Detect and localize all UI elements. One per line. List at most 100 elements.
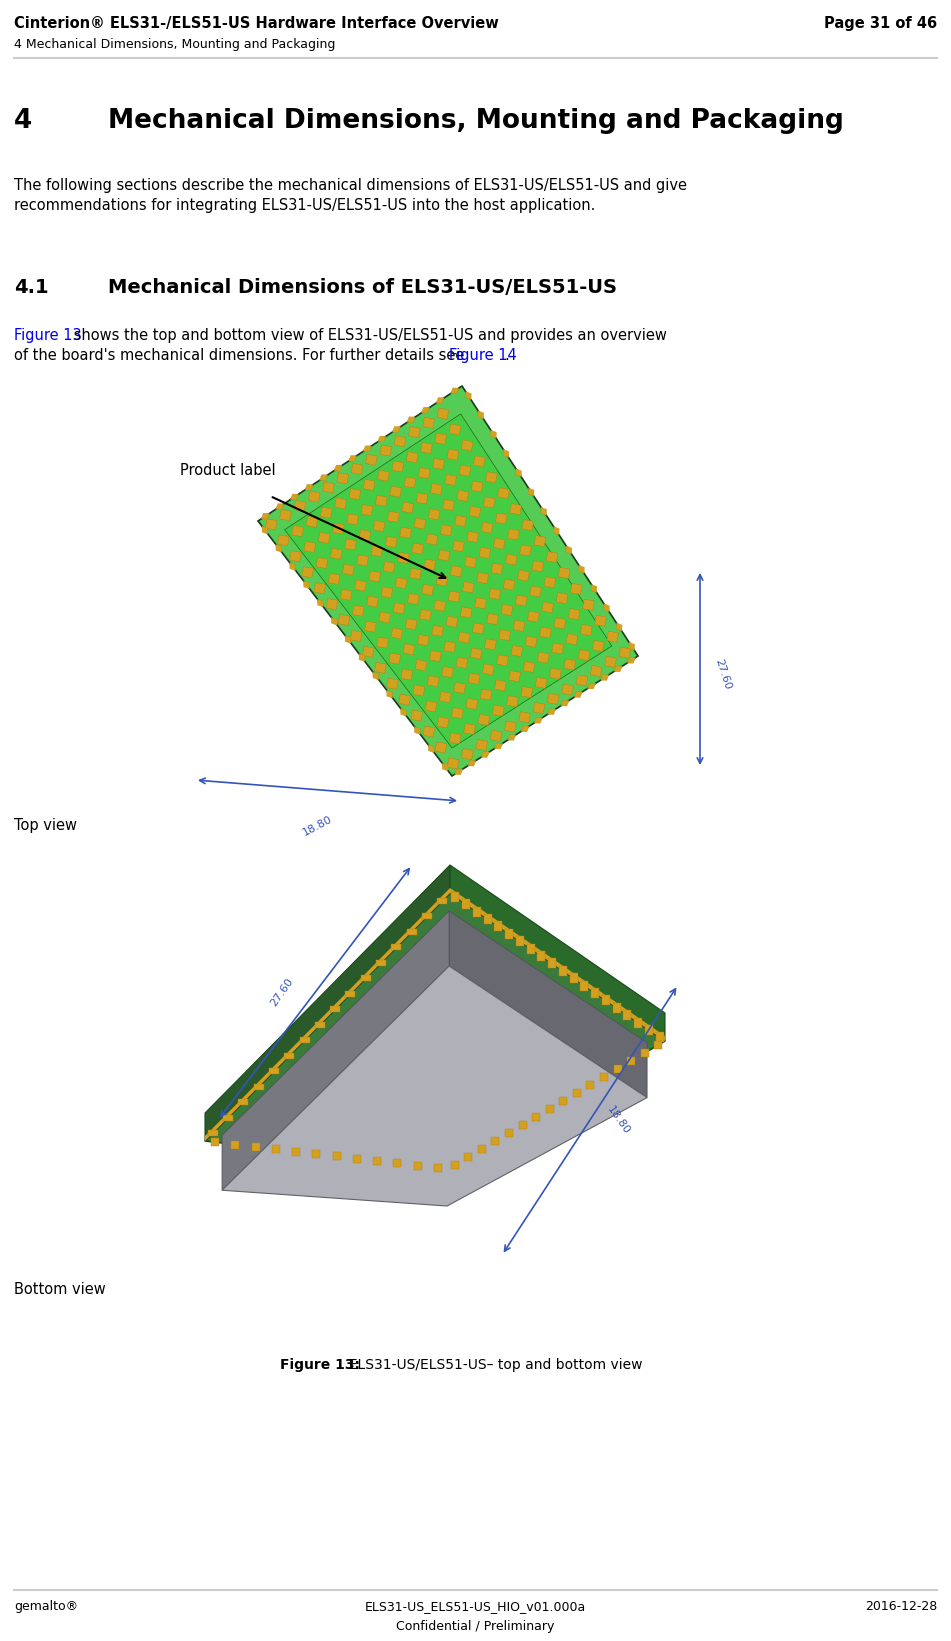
Polygon shape: [427, 676, 439, 688]
Polygon shape: [527, 944, 534, 953]
Polygon shape: [205, 893, 665, 1168]
Polygon shape: [616, 624, 622, 632]
Polygon shape: [583, 599, 594, 610]
Polygon shape: [462, 899, 470, 909]
Polygon shape: [322, 482, 335, 492]
Text: Top view: Top view: [14, 817, 77, 834]
Text: 18.80: 18.80: [605, 1104, 631, 1136]
Polygon shape: [407, 929, 417, 935]
Polygon shape: [396, 578, 407, 589]
Text: ELS31-US/ELS51-US– top and bottom view: ELS31-US/ELS51-US– top and bottom view: [340, 1359, 643, 1372]
Text: Product label: Product label: [180, 463, 276, 478]
Polygon shape: [546, 551, 558, 563]
Polygon shape: [262, 514, 269, 519]
Polygon shape: [494, 538, 505, 550]
Polygon shape: [207, 1131, 218, 1136]
Polygon shape: [437, 898, 447, 904]
Text: shows the top and bottom view of ELS31-US/ELS51-US and provides an overview: shows the top and bottom view of ELS31-U…: [69, 328, 667, 343]
Polygon shape: [421, 584, 434, 596]
Polygon shape: [367, 596, 378, 607]
Polygon shape: [254, 1083, 263, 1090]
Polygon shape: [482, 665, 495, 674]
Polygon shape: [548, 958, 556, 968]
Polygon shape: [418, 468, 430, 479]
Polygon shape: [344, 538, 357, 550]
Polygon shape: [480, 689, 492, 701]
Polygon shape: [553, 527, 559, 535]
Polygon shape: [447, 450, 458, 459]
Polygon shape: [290, 563, 296, 571]
Polygon shape: [205, 888, 450, 1140]
Polygon shape: [449, 423, 461, 435]
Polygon shape: [424, 560, 436, 569]
Polygon shape: [440, 525, 452, 535]
Polygon shape: [448, 591, 460, 602]
Polygon shape: [476, 740, 488, 750]
Polygon shape: [417, 635, 429, 645]
Polygon shape: [357, 555, 369, 566]
Polygon shape: [392, 461, 403, 473]
Polygon shape: [331, 617, 338, 625]
Text: Figure 13: Figure 13: [14, 328, 82, 343]
Text: Cinterion® ELS31-/ELS51-US Hardware Interface Overview: Cinterion® ELS31-/ELS51-US Hardware Inte…: [14, 16, 498, 31]
Polygon shape: [402, 502, 414, 514]
Polygon shape: [408, 427, 420, 438]
Polygon shape: [460, 607, 472, 619]
Polygon shape: [453, 540, 464, 551]
Polygon shape: [519, 545, 532, 556]
Polygon shape: [223, 1114, 233, 1121]
Polygon shape: [362, 647, 374, 658]
Polygon shape: [391, 629, 402, 638]
Polygon shape: [521, 725, 530, 732]
Polygon shape: [414, 1162, 421, 1170]
Polygon shape: [280, 510, 291, 520]
Polygon shape: [484, 914, 492, 924]
Polygon shape: [627, 1057, 635, 1065]
Polygon shape: [468, 760, 476, 766]
Polygon shape: [276, 504, 284, 509]
Polygon shape: [623, 1011, 631, 1021]
Polygon shape: [436, 742, 447, 753]
Polygon shape: [394, 437, 406, 446]
Polygon shape: [594, 615, 607, 627]
Polygon shape: [629, 642, 634, 650]
Polygon shape: [645, 1026, 653, 1035]
Polygon shape: [451, 1160, 458, 1168]
Polygon shape: [464, 1154, 473, 1160]
Polygon shape: [399, 527, 412, 538]
Polygon shape: [428, 745, 435, 753]
Polygon shape: [316, 558, 328, 568]
Polygon shape: [258, 386, 638, 776]
Polygon shape: [455, 768, 463, 775]
Polygon shape: [534, 717, 543, 724]
Polygon shape: [378, 469, 389, 481]
Polygon shape: [511, 645, 523, 656]
Polygon shape: [315, 1022, 325, 1027]
Polygon shape: [435, 433, 447, 445]
Polygon shape: [492, 1137, 499, 1145]
Polygon shape: [503, 579, 515, 591]
Polygon shape: [252, 1142, 260, 1150]
Polygon shape: [436, 397, 444, 404]
Polygon shape: [570, 973, 577, 983]
Polygon shape: [420, 443, 433, 453]
Polygon shape: [376, 496, 387, 507]
Polygon shape: [371, 545, 383, 556]
Polygon shape: [487, 614, 498, 625]
Polygon shape: [353, 1155, 360, 1162]
Polygon shape: [571, 583, 582, 594]
Polygon shape: [342, 565, 354, 576]
Polygon shape: [363, 479, 375, 491]
Polygon shape: [400, 709, 406, 715]
Polygon shape: [318, 599, 323, 607]
Polygon shape: [508, 735, 516, 740]
Polygon shape: [301, 566, 314, 578]
Polygon shape: [471, 481, 483, 492]
Polygon shape: [534, 535, 546, 546]
Text: Figure 14: Figure 14: [449, 348, 516, 363]
Polygon shape: [265, 519, 277, 530]
Polygon shape: [359, 530, 371, 542]
Polygon shape: [493, 706, 504, 715]
Polygon shape: [485, 638, 496, 650]
Polygon shape: [406, 451, 418, 463]
